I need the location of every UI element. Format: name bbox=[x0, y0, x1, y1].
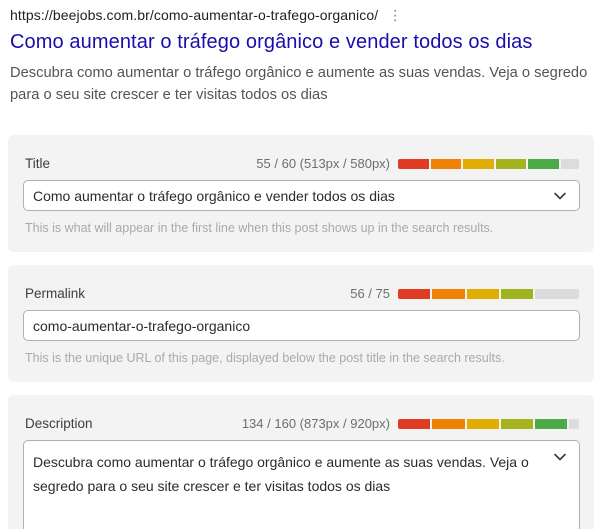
length-bar-segment bbox=[432, 288, 465, 299]
serp-preview: https://beejobs.com.br/como-aumentar-o-t… bbox=[0, 0, 602, 106]
permalink-label: Permalink bbox=[25, 286, 86, 301]
permalink-head-row: Permalink 56 / 75 bbox=[25, 286, 579, 301]
kebab-menu-icon[interactable]: ⋮ bbox=[388, 7, 403, 23]
serp-title-link[interactable]: Como aumentar o tráfego orgânico e vende… bbox=[10, 31, 533, 53]
length-bar-segment bbox=[398, 288, 431, 299]
title-input[interactable] bbox=[23, 180, 580, 211]
length-bar-segment bbox=[466, 418, 499, 429]
length-bar-segment bbox=[466, 288, 499, 299]
title-section: Title 55 / 60 (513px / 580px) This is wh… bbox=[8, 135, 594, 252]
length-bar-segment bbox=[430, 158, 462, 169]
title-label: Title bbox=[25, 156, 51, 171]
description-input-wrap: Descubra como aumentar o tráfego orgânic… bbox=[23, 440, 580, 529]
length-bar-segment bbox=[500, 288, 533, 299]
length-bar-segment bbox=[535, 288, 579, 299]
chevron-down-icon[interactable] bbox=[553, 450, 567, 464]
permalink-length-bar bbox=[398, 288, 579, 299]
description-char-counter: 134 / 160 (873px / 920px) bbox=[241, 416, 390, 431]
length-bar-segment bbox=[398, 418, 431, 429]
length-bar-segment bbox=[432, 418, 465, 429]
title-char-counter: 55 / 60 (513px / 580px) bbox=[256, 156, 390, 171]
length-bar-segment bbox=[463, 158, 494, 169]
permalink-input-wrap bbox=[23, 310, 580, 341]
description-length-bar bbox=[398, 418, 579, 429]
permalink-char-counter: 56 / 75 bbox=[350, 286, 390, 301]
serp-description: Descubra como aumentar o tráfego orgânic… bbox=[10, 65, 588, 103]
serp-url-row: https://beejobs.com.br/como-aumentar-o-t… bbox=[10, 7, 592, 23]
description-head-row: Description 134 / 160 (873px / 920px) bbox=[25, 416, 579, 431]
length-bar-segment bbox=[569, 418, 579, 429]
permalink-section: Permalink 56 / 75 This is the unique URL… bbox=[8, 265, 594, 382]
title-input-wrap bbox=[23, 180, 580, 211]
seo-fields: Title 55 / 60 (513px / 580px) This is wh… bbox=[0, 135, 602, 529]
length-bar-segment bbox=[500, 418, 533, 429]
description-label: Description bbox=[25, 416, 93, 431]
length-bar-segment bbox=[495, 158, 527, 169]
description-textarea[interactable]: Descubra como aumentar o tráfego orgânic… bbox=[23, 440, 580, 529]
length-bar-segment bbox=[528, 158, 559, 169]
permalink-helper-text: This is the unique URL of this page, dis… bbox=[25, 351, 505, 365]
description-section: Description 134 / 160 (873px / 920px) De… bbox=[8, 395, 594, 529]
serp-url: https://beejobs.com.br/como-aumentar-o-t… bbox=[10, 7, 379, 23]
title-length-bar bbox=[398, 158, 579, 169]
chevron-down-icon[interactable] bbox=[553, 189, 567, 203]
length-bar-segment bbox=[560, 158, 579, 169]
title-helper-text: This is what will appear in the first li… bbox=[25, 221, 494, 235]
length-bar-segment bbox=[398, 158, 429, 169]
title-head-row: Title 55 / 60 (513px / 580px) bbox=[25, 156, 579, 171]
permalink-input[interactable] bbox=[23, 310, 580, 341]
length-bar-segment bbox=[535, 418, 568, 429]
